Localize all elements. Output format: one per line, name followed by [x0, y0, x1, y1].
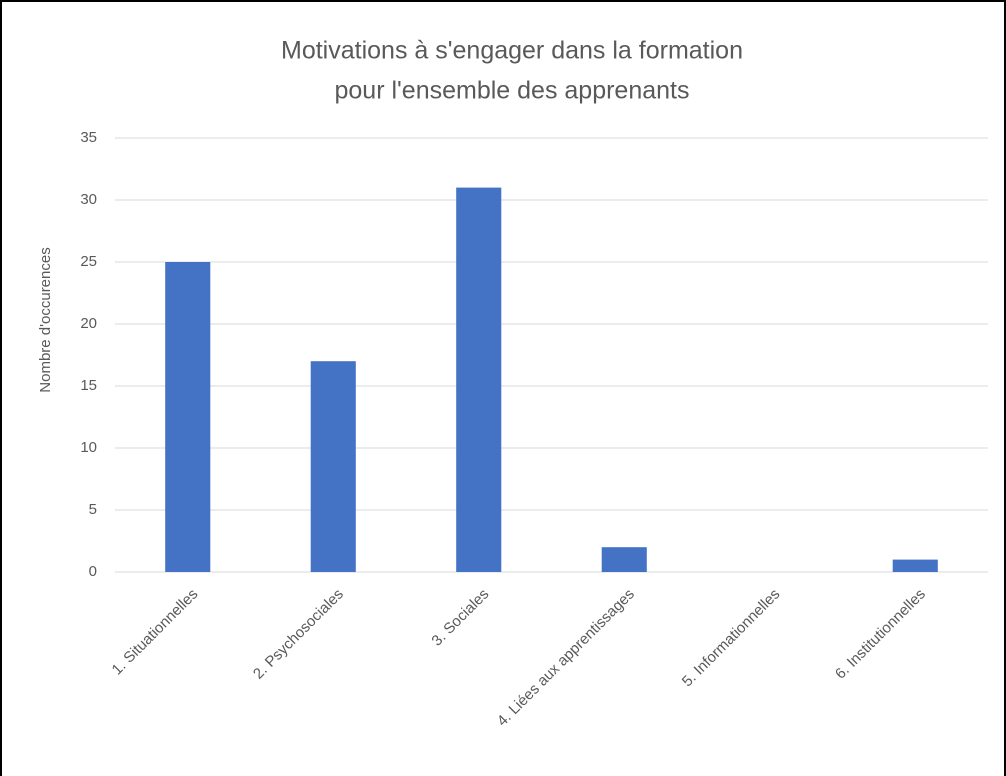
y-tick-label: 10: [80, 439, 97, 456]
bar: [165, 262, 211, 572]
bar: [892, 559, 938, 572]
y-tick-label: 30: [80, 191, 97, 208]
y-tick-label: 25: [80, 253, 97, 270]
y-tick-label: 15: [80, 377, 97, 394]
bar: [456, 187, 502, 572]
y-axis-label: Nombre d'occurences: [37, 247, 54, 392]
y-tick-label: 20: [80, 315, 97, 332]
bar: [310, 361, 356, 572]
y-tick-label: 0: [89, 563, 97, 580]
chart-title: Motivations à s'engager dans la formatio…: [281, 37, 743, 65]
y-tick-label: 5: [89, 501, 97, 518]
y-tick-label: 35: [80, 129, 97, 146]
chart-title: pour l'ensemble des apprenants: [334, 77, 689, 105]
bar: [601, 547, 647, 572]
